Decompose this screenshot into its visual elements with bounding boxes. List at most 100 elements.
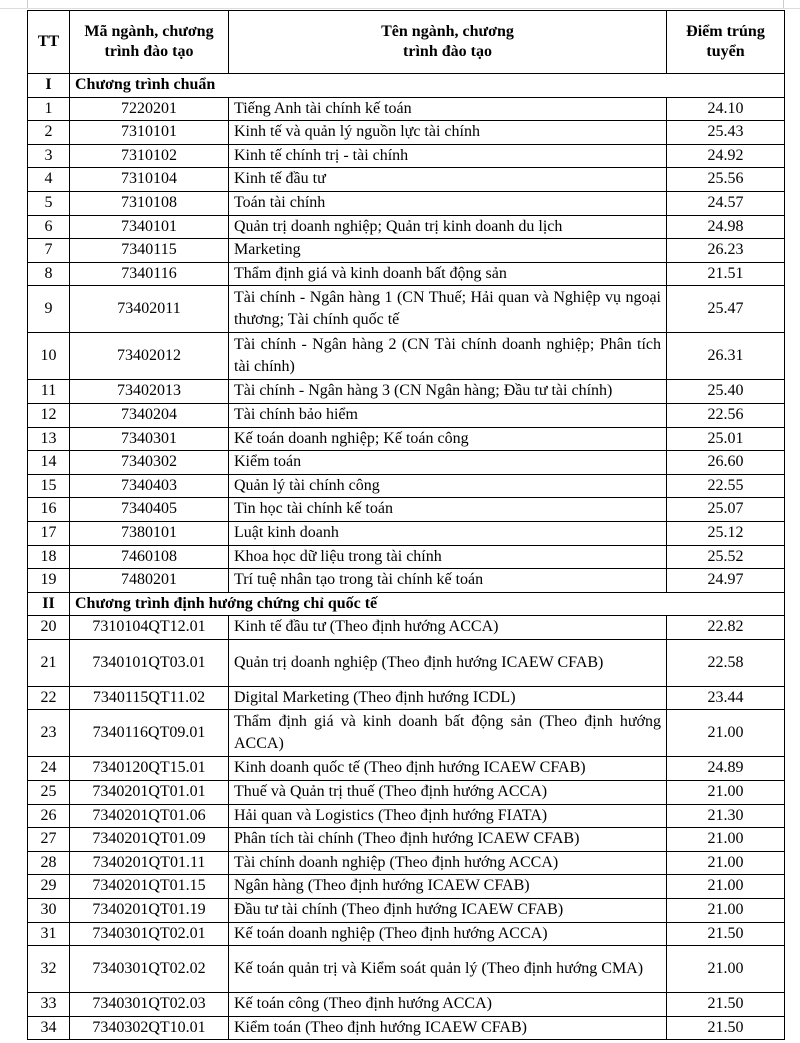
admission-score: 25.43 xyxy=(666,120,785,145)
program-code: 7310101 xyxy=(69,120,229,145)
program-name: Kinh tế đầu tư xyxy=(228,167,667,192)
program-name: Quản trị doanh nghiệp; Quản trị kinh doa… xyxy=(228,214,667,240)
program-name: Tài chính - Ngân hàng 2 (CN Tài chính do… xyxy=(228,332,667,381)
program-code: 7340204 xyxy=(69,402,229,428)
row-number: 1 xyxy=(27,96,70,122)
program-name: Khoa học dữ liệu trong tài chính xyxy=(228,544,667,570)
table-row: 6 7340101 Quản trị doanh nghiệp; Quản tr… xyxy=(27,214,785,240)
program-code: 7340101 xyxy=(69,214,229,240)
program-name: Kế toán doanh nghiệp; Kế toán công xyxy=(228,426,667,452)
row-number: 27 xyxy=(27,827,70,852)
program-code: 7340403 xyxy=(69,473,229,499)
row-number: 30 xyxy=(27,898,70,923)
admission-score: 25.40 xyxy=(666,379,785,404)
admission-score: 21.30 xyxy=(666,803,785,829)
program-code: 7480201 xyxy=(69,568,229,593)
program-code: 7340115QT11.02 xyxy=(69,685,229,711)
admission-score: 21.50 xyxy=(666,921,785,947)
program-code: 7340405 xyxy=(69,497,229,522)
admission-score: 21.51 xyxy=(666,261,785,287)
section-number: I xyxy=(27,73,70,98)
table-row: 21 7340101QT03.01 Quản trị doanh nghiệp … xyxy=(27,638,785,687)
row-number: 2 xyxy=(27,120,70,145)
row-number: 12 xyxy=(27,402,70,428)
program-code: 7340120QT15.01 xyxy=(69,756,229,782)
section-number: II xyxy=(27,591,70,617)
page-border xyxy=(27,0,28,8)
admission-score: 24.10 xyxy=(666,96,785,122)
admission-scores-table: TT Mã ngành, chương trình đào tạo Tên ng… xyxy=(27,10,785,1041)
admission-score: 25.47 xyxy=(666,285,785,334)
program-code: 7340116QT09.01 xyxy=(69,709,229,758)
program-code: 73402013 xyxy=(69,379,229,404)
row-number: 3 xyxy=(27,143,70,169)
table-row: 2 7310101 Kinh tế và quản lý nguồn lực t… xyxy=(27,120,785,145)
row-number: 28 xyxy=(27,850,70,876)
row-number: 7 xyxy=(27,238,70,263)
row-number: 13 xyxy=(27,426,70,452)
row-number: 23 xyxy=(27,709,70,758)
program-name: Kiểm toán (Theo định hướng ICAEW CFAB) xyxy=(228,1015,667,1041)
program-code: 7460108 xyxy=(69,544,229,570)
program-name: Kiểm toán xyxy=(228,450,667,475)
table-row: 30 7340201QT01.19 Đầu tư tài chính (Theo… xyxy=(27,898,785,923)
section-row: II Chương trình định hướng chứng chỉ quốc… xyxy=(27,591,785,617)
table-row: 11 73402013 Tài chính - Ngân hàng 3 (CN … xyxy=(27,379,785,404)
program-code: 7340201QT01.01 xyxy=(69,780,229,805)
row-number: 32 xyxy=(27,945,70,994)
table-row: 13 7340301 Kế toán doanh nghiệp; Kế toán… xyxy=(27,426,785,452)
admission-score: 22.56 xyxy=(666,402,785,428)
row-number: 15 xyxy=(27,473,70,499)
row-number: 11 xyxy=(27,379,70,404)
program-name: Kinh doanh quốc tế (Theo định hướng ICAE… xyxy=(228,756,667,782)
program-name: Phân tích tài chính (Theo định hướng ICA… xyxy=(228,827,667,852)
program-code: 7340302 xyxy=(69,450,229,475)
program-name: Tài chính - Ngân hàng 3 (CN Ngân hàng; Đ… xyxy=(228,379,667,404)
table-row: 9 73402011 Tài chính - Ngân hàng 1 (CN T… xyxy=(27,285,785,334)
admission-score: 21.50 xyxy=(666,1015,785,1041)
row-number: 4 xyxy=(27,167,70,192)
header-row: TT Mã ngành, chương trình đào tạo Tên ng… xyxy=(27,10,785,74)
program-name: Thẩm định giá và kinh doanh bất động sản… xyxy=(228,709,667,758)
table-row: 1 7220201 Tiếng Anh tài chính kế toán 24… xyxy=(27,96,785,122)
row-number: 34 xyxy=(27,1015,70,1041)
table-row: 12 7340204 Tài chính bảo hiểm 22.56 xyxy=(27,402,785,428)
row-number: 5 xyxy=(27,190,70,216)
program-code: 7340201QT01.06 xyxy=(69,803,229,829)
admission-score: 26.23 xyxy=(666,238,785,263)
admission-score: 23.44 xyxy=(666,685,785,711)
admission-score: 25.01 xyxy=(666,426,785,452)
program-code: 7340116 xyxy=(69,261,229,287)
admission-score: 24.89 xyxy=(666,756,785,782)
row-number: 21 xyxy=(27,638,70,687)
row-number: 22 xyxy=(27,685,70,711)
row-number: 8 xyxy=(27,261,70,287)
row-number: 9 xyxy=(27,285,70,334)
program-code: 7310102 xyxy=(69,143,229,169)
admission-score: 21.00 xyxy=(666,780,785,805)
row-number: 24 xyxy=(27,756,70,782)
table-row: 32 7340301QT02.02 Kế toán quản trị và Ki… xyxy=(27,945,785,994)
row-number: 19 xyxy=(27,568,70,593)
program-code: 7310104 xyxy=(69,167,229,192)
table-row: 22 7340115QT11.02 Digital Marketing (The… xyxy=(27,685,785,711)
table-row: 26 7340201QT01.06 Hải quan và Logistics … xyxy=(27,803,785,829)
row-number: 17 xyxy=(27,520,70,546)
program-code: 7220201 xyxy=(69,96,229,122)
row-number: 16 xyxy=(27,497,70,522)
program-name: Tài chính doanh nghiệp (Theo định hướng … xyxy=(228,850,667,876)
header-code: Mã ngành, chương trình đào tạo xyxy=(69,10,229,74)
program-code: 7380101 xyxy=(69,520,229,546)
program-name: Toán tài chính xyxy=(228,190,667,216)
program-name: Đầu tư tài chính (Theo định hướng ICAEW … xyxy=(228,898,667,923)
program-code: 7340201QT01.09 xyxy=(69,827,229,852)
program-name: Quản trị doanh nghiệp (Theo định hướng I… xyxy=(228,638,667,687)
program-name: Trí tuệ nhân tạo trong tài chính kế toán xyxy=(228,568,667,593)
admission-score: 24.57 xyxy=(666,190,785,216)
table-row: 5 7310108 Toán tài chính 24.57 xyxy=(27,190,785,216)
program-name: Tài chính bảo hiểm xyxy=(228,402,667,428)
program-name: Kế toán quản trị và Kiểm soát quản lý (T… xyxy=(228,945,667,994)
program-name: Hải quan và Logistics (Theo định hướng F… xyxy=(228,803,667,829)
admission-score: 25.12 xyxy=(666,520,785,546)
table-row: 20 7310104QT12.01 Kinh tế đầu tư (Theo đ… xyxy=(27,615,785,640)
